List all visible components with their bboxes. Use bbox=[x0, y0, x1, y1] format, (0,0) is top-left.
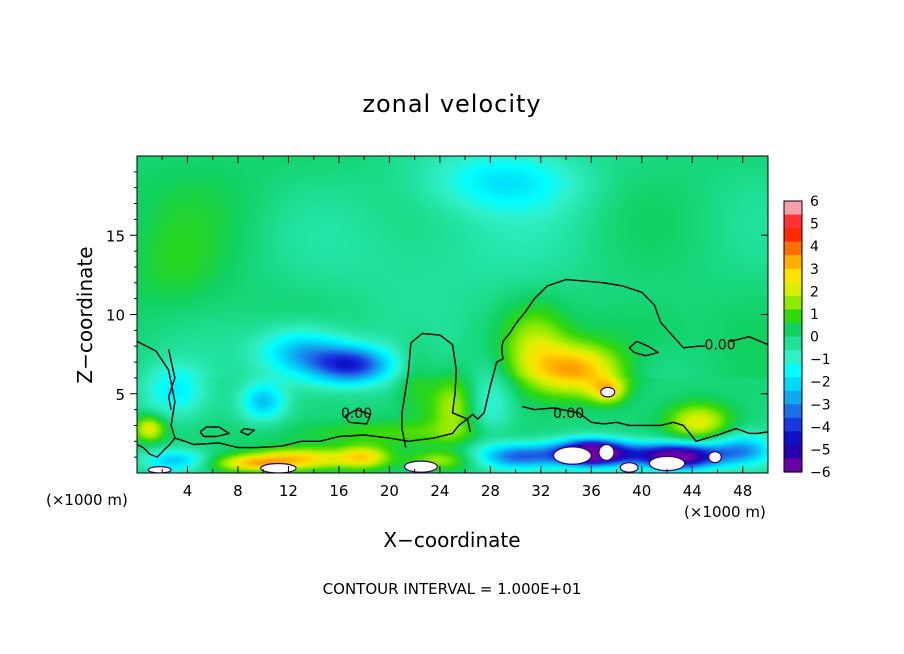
colorbar-swatch bbox=[784, 377, 802, 392]
colorbar-label: 5 bbox=[810, 217, 819, 233]
heatmap-area: 0.00 0.00 0.00 bbox=[136, 155, 769, 474]
x-axis-label: X−coordinate bbox=[383, 528, 520, 552]
colorbar-label: −1 bbox=[810, 352, 831, 368]
contour-line bbox=[521, 405, 768, 442]
contour-label: 0.00 bbox=[553, 406, 584, 422]
contour-line bbox=[344, 408, 372, 425]
contour-line bbox=[628, 340, 659, 357]
colorbar-label: −6 bbox=[810, 465, 831, 481]
contour-label: 0.00 bbox=[704, 338, 735, 354]
colorbar-label: −3 bbox=[810, 397, 831, 413]
colorbar-label: 1 bbox=[810, 307, 819, 323]
y-axis-label: Z−coordinate bbox=[73, 246, 97, 383]
x-tick-label: 24 bbox=[430, 482, 449, 500]
colorbar-swatch bbox=[784, 390, 802, 405]
colorbar-swatch bbox=[784, 214, 802, 229]
colorbar-label: 3 bbox=[810, 262, 819, 278]
contour-line bbox=[729, 336, 768, 346]
saturated-spot bbox=[147, 466, 172, 473]
saturated-spot bbox=[619, 462, 639, 473]
saturated-spot bbox=[403, 460, 438, 473]
x-tick-label: 28 bbox=[481, 482, 500, 500]
contour-line bbox=[137, 278, 705, 449]
contour-line bbox=[167, 349, 176, 410]
heatmap-image bbox=[137, 156, 768, 473]
colorbar-swatch bbox=[784, 282, 802, 297]
saturated-spot bbox=[600, 386, 616, 398]
x-tick-label: 48 bbox=[733, 482, 752, 500]
colorbar-frame bbox=[783, 200, 803, 473]
white-spots bbox=[147, 386, 722, 473]
x-axis: 4 8 12 16 20 24 28 32 36 40 44 48 bbox=[161, 156, 752, 500]
colorbar-swatch bbox=[784, 255, 802, 270]
colorbar-swatch bbox=[784, 201, 802, 216]
colorbar-swatch bbox=[784, 363, 802, 378]
contour-line bbox=[199, 426, 230, 438]
contour-interval-footer: CONTOUR INTERVAL = 1.000E+01 bbox=[323, 580, 582, 598]
colorbar-swatch bbox=[784, 336, 802, 351]
zero-contours bbox=[137, 278, 768, 458]
contour-labels: 0.00 0.00 0.00 bbox=[341, 338, 736, 422]
x-tick-label: 8 bbox=[233, 482, 243, 500]
colorbar-swatch bbox=[784, 350, 802, 365]
x-tick-label: 4 bbox=[183, 482, 193, 500]
colorbar-label: 2 bbox=[810, 284, 819, 300]
colorbar-swatch bbox=[784, 444, 802, 460]
colorbar-swatch bbox=[784, 268, 802, 283]
y-tick-label: 15 bbox=[106, 227, 125, 245]
colorbar-swatch bbox=[784, 295, 802, 310]
x-tick-label: 36 bbox=[582, 482, 601, 500]
x-tick-label: 20 bbox=[380, 482, 399, 500]
saturated-spot bbox=[708, 451, 722, 464]
x-unit-left: (×1000 m) bbox=[46, 491, 128, 509]
colorbar-label: 4 bbox=[810, 239, 819, 255]
colorbar-swatch bbox=[784, 322, 802, 338]
colorbar-swatch bbox=[784, 309, 802, 324]
y-axis: 5 10 15 bbox=[106, 171, 768, 458]
y-tick-label: 5 bbox=[115, 386, 125, 404]
contour-line bbox=[137, 437, 176, 458]
x-tick-label: 32 bbox=[531, 482, 550, 500]
x-tick-label: 40 bbox=[632, 482, 651, 500]
saturated-spot bbox=[648, 455, 686, 472]
colorbar-label: −4 bbox=[810, 420, 831, 436]
colorbar-swatch bbox=[784, 431, 802, 446]
colorbar: 6 5 4 3 2 1 0 −1 −2 −3 −4 −5 −6 bbox=[783, 194, 831, 481]
chart-title: zonal velocity bbox=[362, 90, 541, 118]
saturated-spot bbox=[598, 443, 615, 461]
contour-line bbox=[240, 427, 256, 436]
colorbar-swatch bbox=[784, 241, 802, 256]
y-tick-label: 10 bbox=[106, 307, 125, 325]
x-tick-label: 12 bbox=[279, 482, 298, 500]
colorbar-swatch bbox=[784, 228, 802, 243]
colorbar-label: −5 bbox=[810, 442, 831, 458]
colorbar-swatch bbox=[784, 458, 802, 473]
colorbar-swatch bbox=[784, 417, 802, 432]
x-tick-label: 44 bbox=[683, 482, 702, 500]
colorbar-label: −2 bbox=[810, 375, 831, 391]
saturated-spot bbox=[552, 446, 592, 465]
colorbar-label: 6 bbox=[810, 194, 819, 210]
x-tick-label: 16 bbox=[329, 482, 348, 500]
contour-label: 0.00 bbox=[341, 406, 372, 422]
saturated-spot bbox=[260, 462, 297, 473]
x-unit-right: (×1000 m) bbox=[684, 503, 766, 521]
colorbar-swatch bbox=[784, 404, 802, 419]
colorbar-label: 0 bbox=[810, 330, 819, 346]
contour-line bbox=[401, 332, 471, 448]
